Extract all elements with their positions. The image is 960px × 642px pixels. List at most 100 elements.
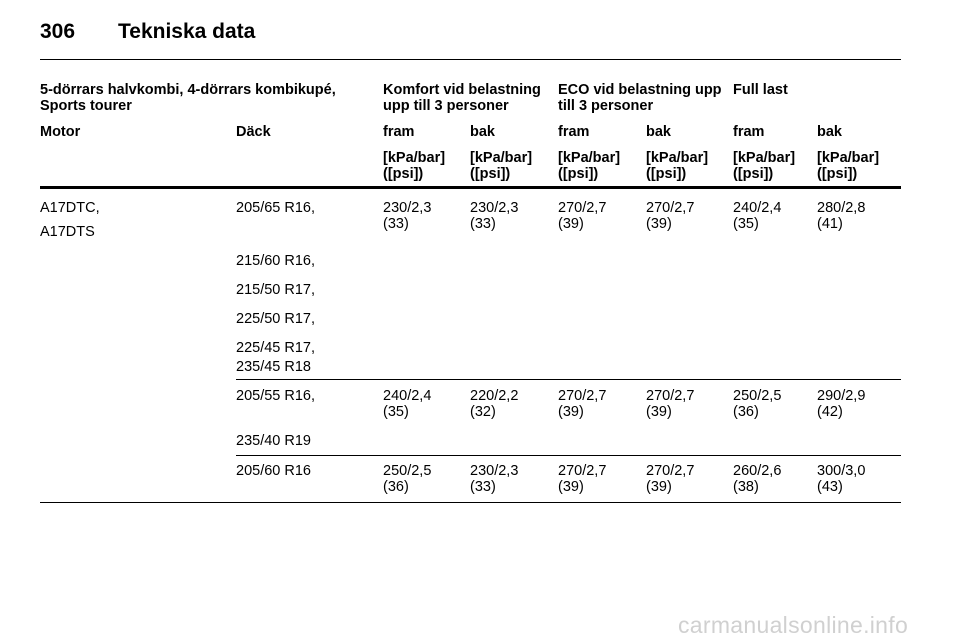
pressure-bar: 290/2,9 bbox=[817, 388, 866, 404]
column-header-rear: bak bbox=[646, 124, 671, 140]
watermark: carmanualsonline.info bbox=[678, 612, 909, 638]
pressure-cell: 280/2,8 (41) bbox=[817, 200, 865, 232]
pressure-cell: 290/2,9 (42) bbox=[817, 388, 865, 420]
pressure-cell: 270/2,7 (39) bbox=[558, 200, 606, 232]
pressure-bar: 270/2,7 bbox=[646, 463, 695, 479]
pressure-psi: (43) bbox=[817, 479, 843, 495]
unit-line: [kPa/bar] bbox=[646, 150, 709, 166]
table-bottom-rule bbox=[40, 502, 901, 503]
table-header-rule bbox=[40, 186, 901, 189]
pressure-bar: 270/2,7 bbox=[646, 200, 695, 216]
pressure-psi: (39) bbox=[558, 216, 584, 232]
pressure-psi: (39) bbox=[646, 216, 672, 232]
pressure-bar: 250/2,5 bbox=[383, 463, 432, 479]
column-header-front: fram bbox=[558, 124, 590, 140]
unit-header: [kPa/bar] ([psi]) bbox=[558, 150, 620, 182]
pressure-cell: 250/2,5 (36) bbox=[733, 388, 781, 420]
tyre-size: 215/50 R17, bbox=[236, 282, 316, 298]
pressure-bar: 300/3,0 bbox=[817, 463, 866, 479]
pressure-bar: 280/2,8 bbox=[817, 200, 866, 216]
unit-line: ([psi]) bbox=[558, 166, 599, 182]
pressure-cell: 230/2,3 (33) bbox=[470, 463, 518, 495]
tyre-size: 215/60 R16, bbox=[236, 253, 316, 269]
unit-line: [kPa/bar] bbox=[383, 150, 446, 166]
pressure-psi: (39) bbox=[558, 404, 584, 420]
tyre-size: 225/50 R17, bbox=[236, 311, 316, 327]
pressure-cell: 250/2,5 (36) bbox=[383, 463, 431, 495]
group-header-line: Komfort vid belastning bbox=[383, 82, 541, 98]
header-rule bbox=[40, 59, 901, 60]
page-number: 306 bbox=[40, 20, 76, 43]
pressure-bar: 230/2,3 bbox=[470, 463, 519, 479]
group-header-eco: ECO vid belastning upp till 3 personer bbox=[558, 82, 722, 114]
page-title: Tekniska data bbox=[118, 20, 256, 43]
group-header-full-load: Full last bbox=[733, 82, 788, 98]
pressure-bar: 270/2,7 bbox=[558, 388, 607, 404]
column-header-tyre: Däck bbox=[236, 124, 271, 140]
pressure-psi: (33) bbox=[470, 216, 496, 232]
pressure-psi: (39) bbox=[558, 479, 584, 495]
column-header-rear: bak bbox=[817, 124, 842, 140]
unit-line: ([psi]) bbox=[733, 166, 774, 182]
pressure-psi: (41) bbox=[817, 216, 843, 232]
unit-header: [kPa/bar] ([psi]) bbox=[646, 150, 708, 182]
tyre-size: 225/45 R17, bbox=[236, 340, 316, 356]
unit-line: ([psi]) bbox=[383, 166, 424, 182]
group-header-line: Full last bbox=[733, 82, 788, 98]
pressure-psi: (33) bbox=[470, 479, 496, 495]
pressure-psi: (38) bbox=[733, 479, 759, 495]
motor-cell: A17DTC, bbox=[40, 200, 100, 216]
pressure-cell: 230/2,3 (33) bbox=[383, 200, 431, 232]
pressure-psi: (42) bbox=[817, 404, 843, 420]
group-header-line: upp till 3 personer bbox=[383, 98, 509, 114]
pressure-psi: (35) bbox=[733, 216, 759, 232]
pressure-cell: 270/2,7 (39) bbox=[646, 200, 694, 232]
unit-header: [kPa/bar] ([psi]) bbox=[383, 150, 445, 182]
tyre-size: 205/65 R16, bbox=[236, 200, 316, 216]
unit-line: [kPa/bar] bbox=[733, 150, 796, 166]
pressure-cell: 300/3,0 (43) bbox=[817, 463, 865, 495]
pressure-cell: 270/2,7 (39) bbox=[646, 463, 694, 495]
pressure-cell: 240/2,4 (35) bbox=[383, 388, 431, 420]
unit-line: [kPa/bar] bbox=[817, 150, 880, 166]
pressure-cell: 220/2,2 (32) bbox=[470, 388, 518, 420]
pressure-psi: (36) bbox=[733, 404, 759, 420]
pressure-psi: (39) bbox=[646, 404, 672, 420]
unit-header: [kPa/bar] ([psi]) bbox=[817, 150, 879, 182]
column-header-front: fram bbox=[383, 124, 415, 140]
group-header-line: till 3 personer bbox=[558, 98, 654, 114]
pressure-cell: 240/2,4 (35) bbox=[733, 200, 781, 232]
pressure-bar: 240/2,4 bbox=[733, 200, 782, 216]
row-divider bbox=[236, 379, 901, 380]
pressure-psi: (36) bbox=[383, 479, 409, 495]
column-header-front: fram bbox=[733, 124, 765, 140]
pressure-psi: (39) bbox=[646, 479, 672, 495]
tyre-size: 235/40 R19 bbox=[236, 433, 311, 449]
pressure-cell: 270/2,7 (39) bbox=[558, 463, 606, 495]
pressure-psi: (35) bbox=[383, 404, 409, 420]
pressure-bar: 250/2,5 bbox=[733, 388, 782, 404]
row-divider bbox=[236, 455, 901, 456]
tyre-size: 205/55 R16, bbox=[236, 388, 316, 404]
group-header-comfort: Komfort vid belastning upp till 3 person… bbox=[383, 82, 541, 114]
pressure-bar: 260/2,6 bbox=[733, 463, 782, 479]
pressure-bar: 240/2,4 bbox=[383, 388, 432, 404]
tyre-size: 235/45 R18 bbox=[236, 359, 311, 375]
pressure-bar: 270/2,7 bbox=[558, 200, 607, 216]
motor-cell: A17DTS bbox=[40, 224, 95, 240]
unit-line: ([psi]) bbox=[646, 166, 687, 182]
unit-line: ([psi]) bbox=[470, 166, 511, 182]
column-header-motor: Motor bbox=[40, 124, 81, 140]
unit-line: [kPa/bar] bbox=[470, 150, 533, 166]
pressure-bar: 230/2,3 bbox=[470, 200, 519, 216]
pressure-cell: 270/2,7 (39) bbox=[646, 388, 694, 420]
unit-header: [kPa/bar] ([psi]) bbox=[470, 150, 532, 182]
pressure-bar: 220/2,2 bbox=[470, 388, 519, 404]
pressure-bar: 270/2,7 bbox=[646, 388, 695, 404]
group-header-line: 5-dörrars halvkombi, 4-dörrars kombikupé… bbox=[40, 82, 336, 98]
pressure-bar: 270/2,7 bbox=[558, 463, 607, 479]
pressure-bar: 230/2,3 bbox=[383, 200, 432, 216]
pressure-cell: 270/2,7 (39) bbox=[558, 388, 606, 420]
unit-line: [kPa/bar] bbox=[558, 150, 621, 166]
group-header-line: ECO vid belastning upp bbox=[558, 82, 722, 98]
